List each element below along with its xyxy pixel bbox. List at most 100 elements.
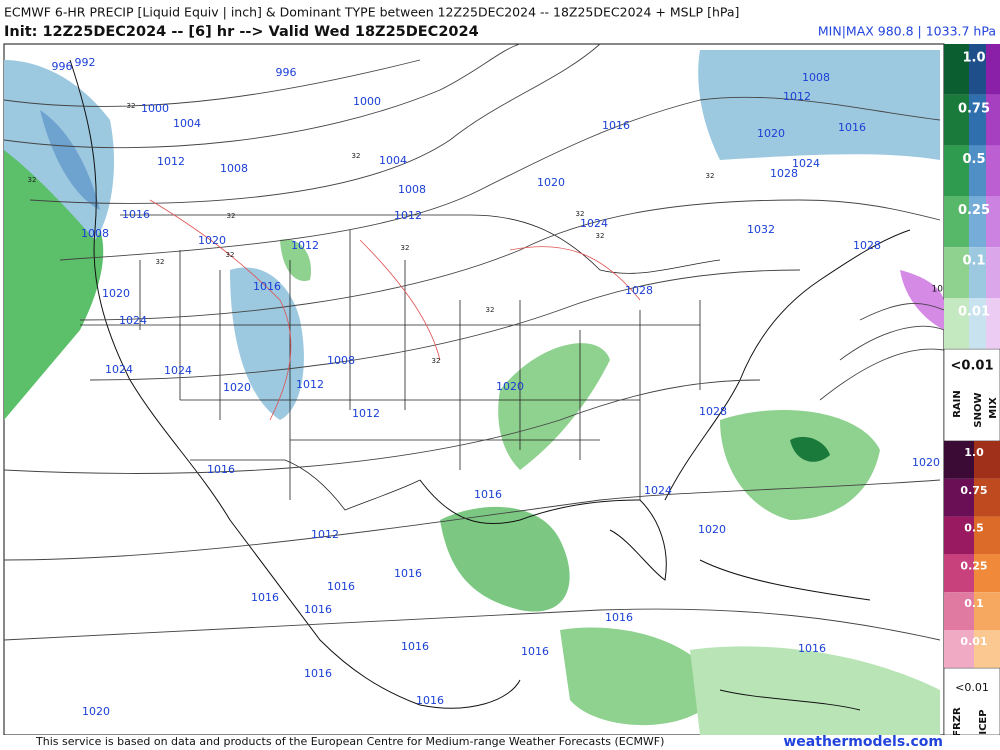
- rain-area: [440, 506, 570, 612]
- legend-swatch: [986, 145, 1000, 197]
- isobar-label: 1008: [81, 227, 109, 240]
- legend-swatch: [974, 441, 1000, 479]
- isobar-label: 1016: [474, 488, 502, 501]
- isobar-label: 1032: [747, 223, 775, 236]
- freezing-label: 32: [706, 172, 715, 180]
- isobar: [59, 96, 941, 261]
- legend-below: <0.01: [955, 681, 989, 694]
- rain-area: [720, 410, 880, 520]
- brand[interactable]: weathermodels.com: [783, 734, 943, 750]
- isobar-label: 996: [276, 66, 297, 79]
- legend-swatch: [974, 554, 1000, 593]
- legend-swatch: [944, 441, 974, 479]
- legend-level: 0.01: [960, 635, 987, 648]
- legend-level: 0.01: [958, 305, 990, 320]
- isobar-label: 1016: [304, 667, 332, 680]
- freezing-label: 32: [401, 244, 410, 252]
- isobar-label: 1016: [602, 119, 630, 132]
- isobar-label: 1020: [912, 456, 940, 469]
- legend-swatch: [944, 247, 969, 298]
- legend-below: <0.01: [951, 359, 994, 374]
- snow-area: [698, 50, 940, 160]
- isobar-label: 1024: [792, 157, 820, 170]
- isobar-label: 1004: [173, 117, 201, 130]
- isobar-label: 1028: [625, 284, 653, 297]
- legend-level: 0.1: [964, 597, 984, 610]
- isobar-label: 1008: [220, 162, 248, 175]
- isobar-label: 1003: [932, 285, 955, 295]
- isobar-label: 1020: [102, 287, 130, 300]
- legend-swatch: [986, 247, 1000, 298]
- isobar-label: 1024: [105, 363, 133, 376]
- min-max: MIN|MAX 980.8 | 1033.7 hPa: [818, 24, 996, 39]
- legend-type: MIX: [988, 397, 999, 419]
- legend-lower: <0.01 FRZR ICEP 1.0 0.75 0.5 0.25 0.1 0.01: [943, 441, 1000, 737]
- legend-bg: [943, 667, 1000, 736]
- state-line: [80, 324, 700, 441]
- legend-upper: <0.01 RAIN SNOW MIX 1.0 0.75 0.5 0.25 0.1 0.0…: [943, 44, 1000, 442]
- isobar-label: 1016: [122, 208, 150, 221]
- isobar-label: 1016: [251, 591, 279, 604]
- isobar-label: 1020: [698, 523, 726, 536]
- isobar-label: 1016: [253, 280, 281, 293]
- isobar-label: 1008: [398, 183, 426, 196]
- credit: This service is based on data and produc…: [35, 735, 664, 748]
- rain-area: [280, 239, 311, 281]
- legend-level: 0.5: [962, 152, 985, 167]
- isobar-label: 1028: [699, 405, 727, 418]
- legend-level: 0.1: [962, 254, 985, 269]
- isobar-label: 1016: [327, 580, 355, 593]
- legend-swatch: [969, 298, 986, 349]
- isobar-label: 1000: [141, 102, 169, 115]
- legend-level: 1.0: [964, 446, 984, 459]
- isobar-label: 1012: [296, 378, 324, 391]
- legend-level: 0.75: [960, 484, 987, 497]
- legend-swatch: [944, 145, 969, 197]
- freezing-label: 32: [226, 251, 235, 259]
- isobar-label: 1016: [394, 567, 422, 580]
- islands: [699, 559, 871, 711]
- freezing-label: 32: [127, 102, 136, 110]
- legend-swatch: [944, 554, 974, 593]
- isobar-label: 1020: [223, 381, 251, 394]
- isobar-label: 1024: [644, 484, 672, 497]
- isobar-label: 1012: [394, 209, 422, 222]
- map-frame: [3, 43, 945, 736]
- legend-swatch: [969, 44, 986, 95]
- mix-area: [900, 270, 944, 330]
- isobar-label: 1008: [327, 354, 355, 367]
- rain-area: [560, 627, 720, 726]
- isobar-label: 1016: [304, 603, 332, 616]
- legend-level: 1.0: [962, 51, 985, 66]
- isobar-label: 1016: [798, 642, 826, 655]
- isobar-label: 1020: [198, 234, 226, 247]
- legend-level: 0.5: [964, 522, 984, 535]
- legend-swatch: [969, 247, 986, 298]
- isobar: [3, 59, 421, 107]
- rain-area: [690, 646, 940, 735]
- legend-type: SNOW: [973, 392, 984, 427]
- legend-swatch: [944, 630, 974, 668]
- isobar-label: 1012: [352, 407, 380, 420]
- coastline: [664, 229, 911, 501]
- isobars: [3, 43, 945, 641]
- legend-swatch: [986, 298, 1000, 349]
- legend-swatch: [974, 630, 1000, 668]
- isobar-label: 1008: [802, 71, 830, 84]
- isobar-label: 996: [52, 60, 73, 73]
- isobar-label: 992: [75, 56, 96, 69]
- legend-level: 0.75: [958, 101, 990, 116]
- legend-swatch: [944, 298, 969, 349]
- freezing-label: 32: [227, 212, 236, 220]
- isobar-label: 1028: [853, 239, 881, 252]
- footer-bg: [0, 735, 1000, 750]
- isobar-label: 1024: [164, 364, 192, 377]
- border: [120, 214, 721, 274]
- isobar-label: 1020: [757, 127, 785, 140]
- legend-type: FRZR: [952, 707, 963, 737]
- isobar: [819, 302, 945, 401]
- isobar: [3, 479, 941, 561]
